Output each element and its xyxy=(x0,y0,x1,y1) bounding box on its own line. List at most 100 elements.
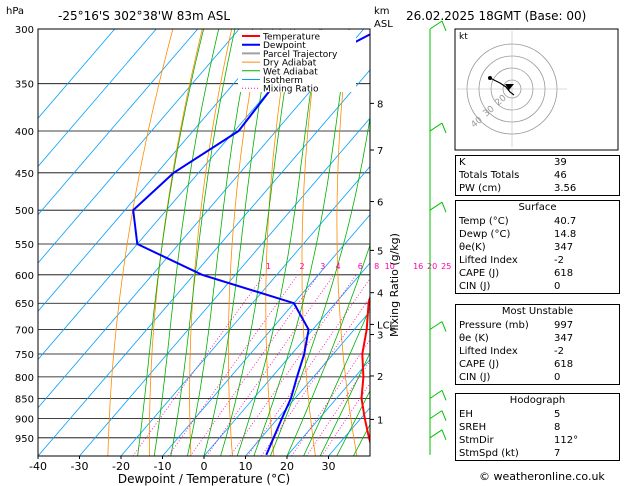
surface-table: Surface Temp (°C) 40.7 Dewp (°C) 14.8 θe(K… xyxy=(455,200,620,294)
wet-adiabat-line xyxy=(170,29,236,456)
isotherm-line xyxy=(38,29,116,119)
isotherm-line xyxy=(245,310,370,456)
wet-adiabat-line xyxy=(187,29,254,456)
km-tick-label: 2 xyxy=(377,372,383,383)
lcl-label: LCL xyxy=(377,320,396,331)
temperature-tick-label: 20 xyxy=(280,460,294,473)
mixing-ratio-line xyxy=(229,274,357,456)
pressure-tick-label: 650 xyxy=(15,299,34,310)
wet-adiabat-line xyxy=(153,29,220,456)
wind-barb xyxy=(429,122,447,134)
indices-table: K 39 Totals Totals 46 PW (cm) 3.56 xyxy=(455,155,620,196)
wind-barb xyxy=(429,201,447,213)
surface-row: Lifted Index -2 xyxy=(459,255,564,266)
mixing-ratio-label: 6 xyxy=(358,262,363,271)
hodo-row: SREH 8 xyxy=(459,422,561,433)
hodograph-trace xyxy=(489,77,515,96)
most-unstable-table: Most Unstable Pressure (mb) 997 θe (K) 347… xyxy=(455,304,620,385)
mixing-ratio-line xyxy=(261,296,370,456)
unstable-row: CIN (J) 0 xyxy=(459,372,561,383)
dry-adiabat-line xyxy=(404,29,440,456)
surface-row: CAPE (J) 618 xyxy=(459,268,574,279)
mixing-ratio-label: 20 xyxy=(427,262,437,271)
unstable-row: Lifted Index -2 xyxy=(459,346,564,357)
temperature-tick-label: -40 xyxy=(29,460,47,473)
mixing-ratio-line xyxy=(190,274,319,456)
isotherm-line xyxy=(38,69,370,456)
temperature-tick-label: -20 xyxy=(112,460,130,473)
mixing-ratio-label: 3 xyxy=(320,262,325,271)
wind-barb-staff xyxy=(429,122,443,132)
hpa-label: hPa xyxy=(6,6,24,17)
index-row-pw: PW (cm) 3.56 xyxy=(459,183,577,194)
wet-adiabat-line xyxy=(336,389,370,456)
pressure-tick-label: 750 xyxy=(15,350,34,361)
temperature-tick-label: 10 xyxy=(239,460,253,473)
wind-barb-feather xyxy=(441,20,447,32)
mixing-ratio-label: 2 xyxy=(299,262,304,271)
wet-adiabat-line xyxy=(203,29,273,456)
hodograph-point xyxy=(488,76,492,80)
mixing-ratio-line xyxy=(247,277,370,456)
isotherm-line xyxy=(162,214,370,456)
mixing-ratio-line xyxy=(206,274,335,456)
unstable-row: Pressure (mb) 997 xyxy=(459,320,574,331)
index-row-totals: Totals Totals 46 xyxy=(459,170,567,181)
pressure-tick-label: 800 xyxy=(15,373,34,384)
isotherm-line xyxy=(79,117,370,456)
isotherm-line xyxy=(38,29,240,264)
unstable-row: θe (K) 347 xyxy=(459,333,574,344)
mixing-ratio-axis-label: Mixing Ratio (g/kg) xyxy=(388,233,401,337)
pressure-tick-label: 950 xyxy=(15,434,34,445)
pressure-tick-label: 700 xyxy=(15,326,34,337)
legend-entry: Parcel Trajectory xyxy=(263,50,338,60)
wind-barb xyxy=(429,429,447,440)
wind-barb-feather xyxy=(441,122,447,134)
hodograph-table: Hodograph EH 5 SREH 8 StmDir 112° StmSpd (k… xyxy=(455,393,620,461)
legend-entry: Temperature xyxy=(262,33,320,43)
mixing-ratio-label: 25 xyxy=(441,262,451,271)
mixing-ratio-label: 4 xyxy=(335,262,340,271)
legend-entry: Dry Adiabat xyxy=(263,59,317,69)
mixing-ratio-label: 10 xyxy=(385,262,395,271)
isotherm-line xyxy=(203,262,370,456)
legend-entry: Dewpoint xyxy=(263,41,306,51)
wet-adiabat-line xyxy=(220,29,295,456)
surface-title: Surface xyxy=(518,202,557,213)
wind-barb-staff xyxy=(429,410,443,420)
hodograph-title: Hodograph xyxy=(509,395,566,406)
isotherm-line xyxy=(38,29,282,312)
date-title: 26.02.2025 18GMT (Base: 00) xyxy=(406,9,586,23)
km-tick-label: 7 xyxy=(377,146,383,157)
pressure-tick-label: 900 xyxy=(15,415,34,426)
isotherm-line xyxy=(38,29,157,168)
pressure-tick-label: 500 xyxy=(15,206,34,217)
mixing-ratio-line xyxy=(132,274,265,456)
location-title: -25°16'S 302°38'W 83m ASL xyxy=(58,9,230,23)
wind-barb-feather xyxy=(441,410,447,421)
wind-barb-feather xyxy=(441,321,447,332)
wind-barb-feather xyxy=(441,390,447,401)
legend-entry: Mixing Ratio xyxy=(263,85,319,95)
wind-barb-staff xyxy=(429,321,443,330)
wet-adiabat-line xyxy=(319,352,370,456)
wet-adiabat-line xyxy=(253,29,350,456)
hodo-row: StmSpd (kt) 7 xyxy=(459,448,561,459)
dry-adiabat-line xyxy=(336,29,358,456)
mixing-ratio-line xyxy=(321,382,370,456)
legend-box xyxy=(238,30,356,92)
pressure-tick-label: 400 xyxy=(15,127,34,138)
index-row-k: K 39 xyxy=(459,157,567,168)
wind-barb-staff xyxy=(429,20,443,30)
mixing-ratio-label: 16 xyxy=(413,262,423,271)
wind-barb-staff xyxy=(429,429,443,439)
pressure-tick-label: 300 xyxy=(15,25,34,36)
dry-adiabat-line xyxy=(227,29,262,456)
km-tick-label: 3 xyxy=(377,331,383,342)
pressure-tick-label: 600 xyxy=(15,271,34,282)
isotherm-line xyxy=(38,29,323,361)
most-unstable-title: Most Unstable xyxy=(501,306,574,317)
isotherm-line xyxy=(286,358,370,456)
